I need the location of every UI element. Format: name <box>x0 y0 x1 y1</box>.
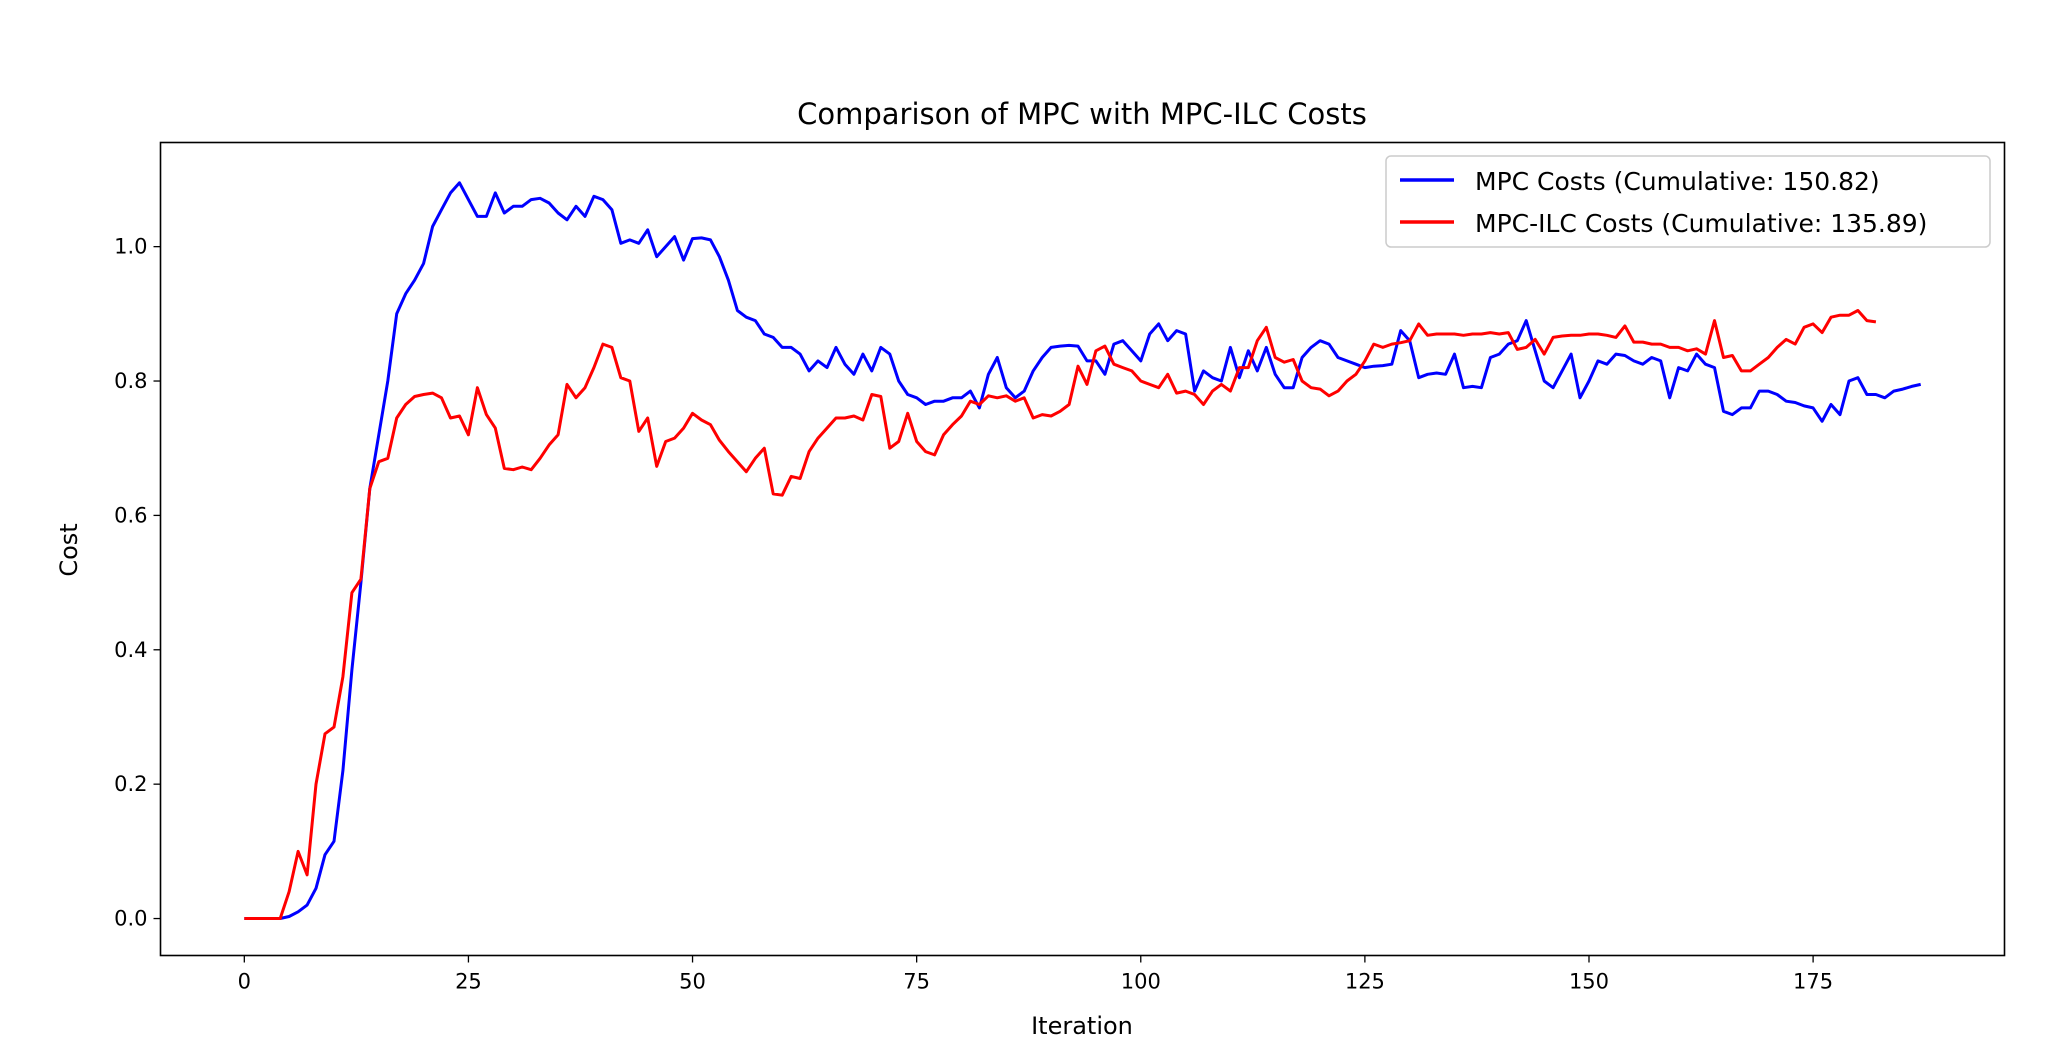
chart-title: Comparison of MPC with MPC-ILC Costs <box>797 97 1367 131</box>
y-tick-label: 1.0 <box>114 235 147 259</box>
x-tick-label: 25 <box>455 970 482 994</box>
y-tick-label: 0.0 <box>114 907 147 931</box>
axes-frame <box>159 141 2006 957</box>
x-tick-label: 100 <box>1121 970 1161 994</box>
series-line-0 <box>244 181 1922 920</box>
y-tick-label: 0.6 <box>114 503 147 527</box>
y-axis-label: Cost <box>55 523 83 576</box>
legend-label-mpc-ilc: MPC-ILC Costs (Cumulative: 135.89) <box>1475 209 1927 238</box>
x-tick-label: 150 <box>1569 970 1609 994</box>
y-axis-ticks: 0.0 0.2 0.4 0.6 0.8 1.0 <box>114 235 161 931</box>
plot-lines <box>244 181 1922 920</box>
y-tick-label: 0.8 <box>114 369 147 393</box>
legend-box <box>1385 155 1991 248</box>
legend-label-mpc: MPC Costs (Cumulative: 150.82) <box>1475 167 1880 196</box>
x-tick-label: 125 <box>1345 970 1385 994</box>
x-tick-label: 75 <box>903 970 930 994</box>
y-tick-label: 0.2 <box>114 772 147 796</box>
x-axis-ticks: 0 25 50 75 100 125 150 175 <box>238 955 1833 994</box>
series-line-1 <box>244 309 1877 920</box>
y-tick-label: 0.4 <box>114 638 147 662</box>
x-tick-label: 0 <box>238 970 251 994</box>
x-axis-label: Iteration <box>1031 1012 1133 1038</box>
x-tick-label: 175 <box>1793 970 1833 994</box>
x-tick-label: 50 <box>679 970 706 994</box>
legend: MPC Costs (Cumulative: 150.82) MPC-ILC C… <box>1385 155 1991 248</box>
